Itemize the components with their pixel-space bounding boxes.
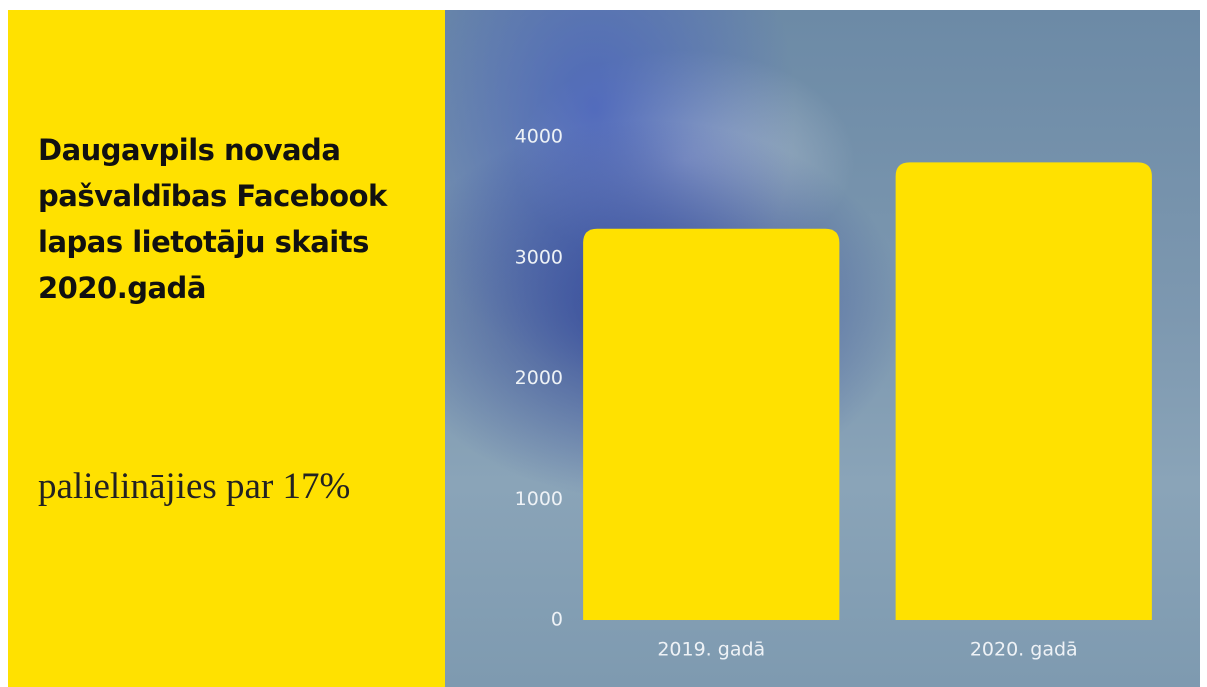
y-tick-label: 0 <box>551 609 563 631</box>
x-tick-label: 2020. gadā <box>970 639 1078 661</box>
bar <box>895 162 1152 621</box>
title-panel: Daugavpils novada pašvaldības Facebook l… <box>8 10 445 687</box>
y-tick-label: 1000 <box>515 488 563 510</box>
y-tick-label: 2000 <box>515 367 563 389</box>
y-tick-label: 4000 <box>515 126 563 148</box>
chart-subtitle: palielinājies par 17% <box>38 466 351 507</box>
y-tick-label: 3000 <box>515 246 563 268</box>
x-tick-label: 2019. gadā <box>657 639 765 661</box>
bar <box>583 228 840 620</box>
chart-title: Daugavpils novada pašvaldības Facebook l… <box>38 133 387 305</box>
